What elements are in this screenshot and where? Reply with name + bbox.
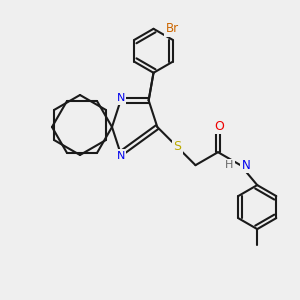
Text: H: H [225,160,233,170]
Text: N: N [116,151,125,160]
Text: Br: Br [166,22,178,35]
Text: N: N [116,93,125,103]
Text: N: N [242,159,250,172]
Text: S: S [173,140,181,153]
Text: O: O [214,120,224,133]
